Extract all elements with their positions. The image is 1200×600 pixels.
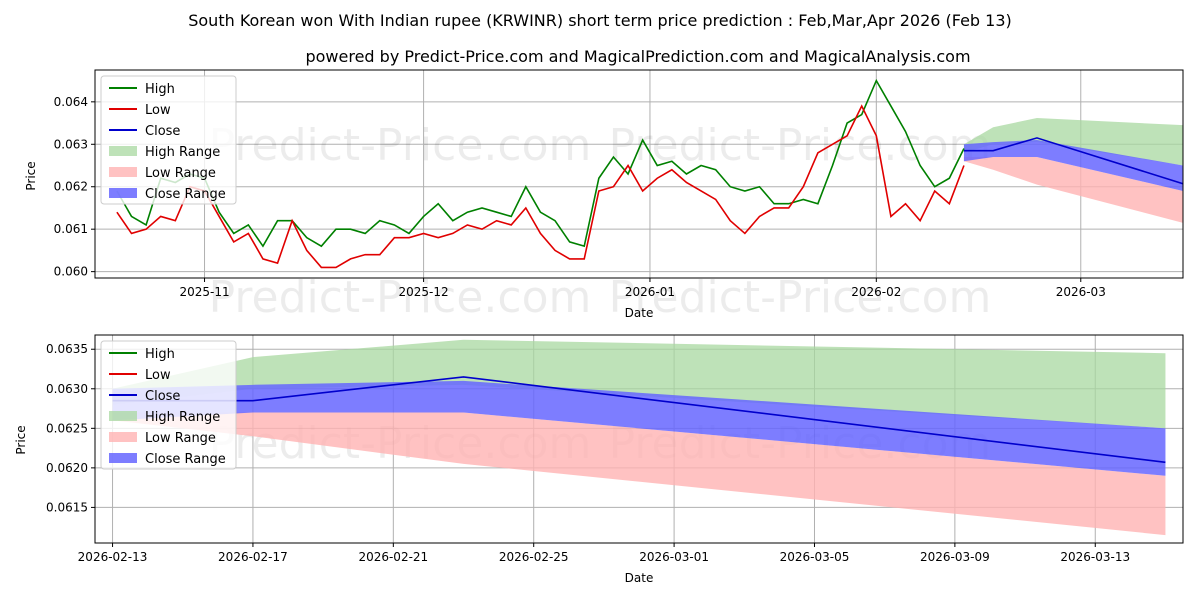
- bottom-panel: Predict-Price.com Predict-Price.com 2026…: [14, 334, 1184, 585]
- low-range-area: [963, 157, 1183, 223]
- bottom-legend: High Low Close High Range Low Range Close Ran…: [100, 340, 237, 470]
- legend-patch-swatch: [109, 432, 137, 442]
- bottom-plot-frame: [94, 334, 1184, 544]
- low-line: [116, 104, 965, 269]
- top-x-axis-label: Date: [625, 306, 654, 320]
- x-tick-label: 2026-02-17: [218, 550, 288, 564]
- legend-patch-swatch: [109, 411, 137, 421]
- x-tick-label: 2026-03: [1056, 285, 1106, 299]
- chart-subtitle: powered by Predict-Price.com and Magical…: [305, 47, 970, 66]
- top-y-ticks: 0.060 0.061 0.062 0.063 0.064: [54, 95, 95, 279]
- watermark-top-1: Predict-Price.com: [209, 120, 592, 171]
- y-tick-label: 0.0635: [46, 342, 88, 356]
- x-tick-label: 2026-02-25: [499, 550, 569, 564]
- x-tick-label: 2026-02-21: [358, 550, 428, 564]
- y-tick-label: 0.0615: [46, 500, 88, 514]
- x-tick-label: 2026-03-05: [780, 550, 850, 564]
- chart-title: South Korean won With Indian rupee (KRWI…: [188, 11, 1012, 30]
- top-range-areas: [963, 117, 1183, 223]
- x-tick-label: 2026-03-01: [639, 550, 709, 564]
- bottom-range-areas: [112, 339, 1166, 536]
- low-range-area: [112, 412, 1166, 536]
- watermark-top-3: Predict-Price.com: [209, 272, 592, 323]
- bottom-x-ticks: 2026-02-13 2026-02-17 2026-02-21 2026-02-25…: [78, 543, 1130, 564]
- x-tick-label: 2026-03-09: [920, 550, 990, 564]
- legend-entry: Low: [145, 368, 171, 383]
- legend-entry: Close Range: [145, 187, 226, 202]
- y-tick-label: 0.063: [54, 137, 88, 151]
- x-tick-label: 2026-03-13: [1060, 550, 1130, 564]
- bottom-y-axis-label: Price: [14, 425, 28, 454]
- y-tick-label: 0.0620: [46, 461, 88, 475]
- y-tick-label: 0.0625: [46, 421, 88, 435]
- x-tick-label: 2026-02: [851, 285, 901, 299]
- x-tick-label: 2026-02-13: [78, 550, 148, 564]
- legend-entry: High: [145, 82, 175, 97]
- y-tick-label: 0.061: [54, 222, 88, 236]
- legend-entry: High Range: [145, 410, 220, 425]
- high-line: [116, 78, 965, 248]
- x-tick-label: 2026-01: [625, 285, 675, 299]
- legend-entry: Low: [145, 103, 171, 118]
- close-range-area: [963, 140, 1183, 191]
- high-range-area: [963, 117, 1183, 166]
- legend-patch-swatch: [109, 146, 137, 156]
- top-legend: High Low Close High Range Low Range Close Ran…: [100, 75, 237, 205]
- top-panel: Predict-Price.com Predict-Price.com Pred…: [24, 69, 1184, 323]
- legend-entry: Low Range: [145, 166, 216, 181]
- top-plot-frame: [94, 69, 1184, 279]
- y-tick-label: 0.060: [54, 265, 88, 279]
- y-tick-label: 0.064: [54, 95, 88, 109]
- legend-entry: Low Range: [145, 431, 216, 446]
- high-range-area: [112, 339, 1166, 429]
- y-tick-label: 0.0630: [46, 382, 88, 396]
- y-tick-label: 0.062: [54, 180, 88, 194]
- legend-patch-swatch: [109, 188, 137, 198]
- top-y-axis-label: Price: [24, 161, 38, 190]
- watermark-top-4: Predict-Price.com: [609, 272, 992, 323]
- legend-patch-swatch: [109, 167, 137, 177]
- x-tick-label: 2025-11: [179, 285, 229, 299]
- x-tick-label: 2025-12: [399, 285, 449, 299]
- legend-entry: Close: [145, 124, 180, 139]
- legend-entry: High: [145, 347, 175, 362]
- legend-entry: Close: [145, 389, 180, 404]
- legend-entry: High Range: [145, 145, 220, 160]
- top-series-lines: [116, 78, 1184, 269]
- close-line: [963, 137, 1184, 185]
- bottom-x-axis-label: Date: [625, 571, 654, 585]
- legend-entry: Close Range: [145, 452, 226, 467]
- close-range-area: [112, 380, 1166, 476]
- bottom-y-ticks: 0.0615 0.0620 0.0625 0.0630 0.0635: [46, 342, 95, 514]
- top-x-ticks: 2025-11 2025-12 2026-01 2026-02 2026-03: [179, 278, 1106, 299]
- legend-patch-swatch: [109, 453, 137, 463]
